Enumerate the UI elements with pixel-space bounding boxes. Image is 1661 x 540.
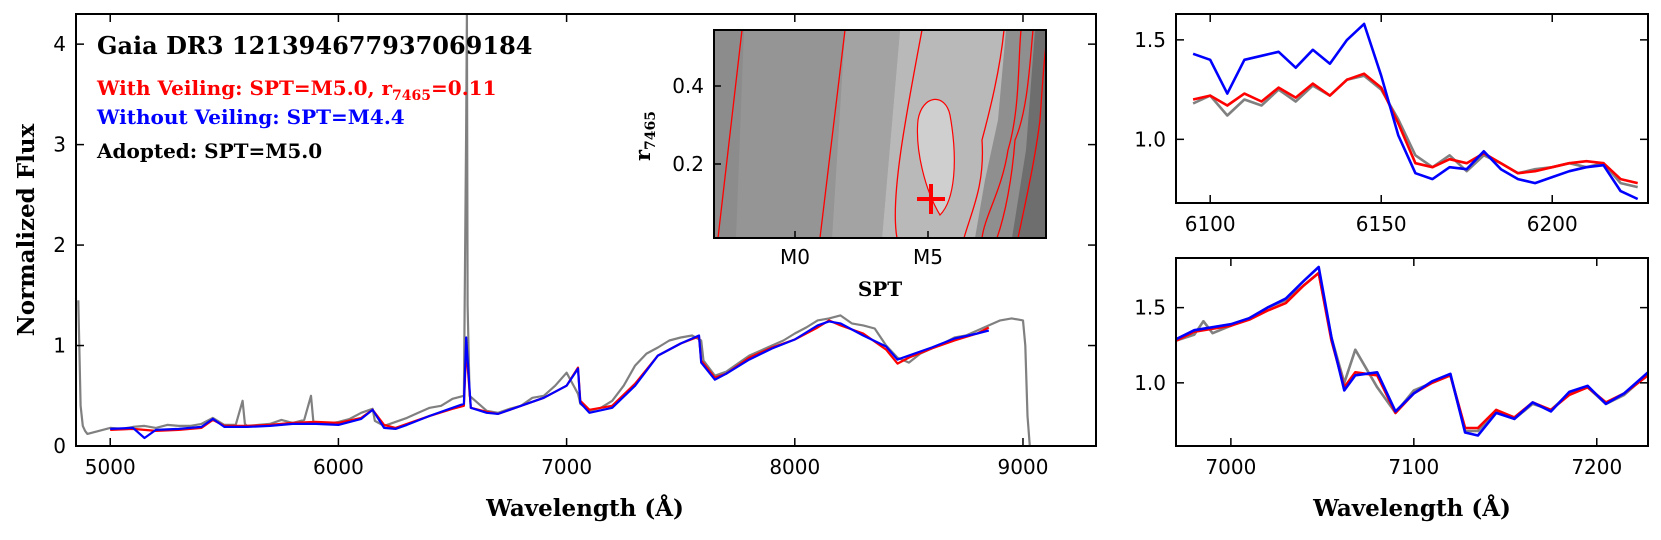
inset-y-axis-title-sub: 7465 [643, 111, 659, 150]
main-y-tick-label: 0 [53, 434, 66, 458]
inset-marker [917, 184, 945, 214]
annotation-with-veiling-sub: 7465 [392, 88, 431, 104]
inset-contours [717, 29, 1047, 239]
zoom-bottom-plot-area [1176, 265, 1648, 437]
inset-frame [713, 29, 1047, 239]
zoom-bottom-x-ticks: 7000 7100 7200 [1205, 258, 1622, 479]
annotation-with-veiling-text: With Veiling: SPT=M5.0, r [96, 76, 393, 100]
inset-x-tick-label-m0: M0 [780, 245, 810, 269]
main-title: Gaia DR3 121394677937069184 [97, 31, 532, 60]
zoom-bottom-x-tick-label: 7100 [1388, 455, 1439, 479]
main-series-model-with-veiling-line [110, 319, 990, 432]
main-x-tick-label: 8000 [769, 455, 820, 479]
zoom-bottom-series-1-line [1176, 271, 1648, 430]
inset-x-tick-label-m5: M5 [913, 245, 943, 269]
inset-y-tick-label-02: 0.2 [672, 152, 704, 176]
inset-x-axis-title: SPT [858, 277, 902, 301]
zoom-top-frame [1175, 13, 1649, 204]
zoom-top-series-1-line [1192, 72, 1638, 185]
main-x-tick-label: 6000 [313, 455, 364, 479]
annotation-without-veiling: Without Veiling: SPT=M4.4 [96, 105, 405, 129]
zoom-top-series-2-line [1192, 22, 1639, 201]
main-series-model-without-veiling-line [110, 320, 990, 440]
zoom-top-y-ticks: 1.0 1.5 [1134, 28, 1648, 151]
main-y-tick-label: 4 [53, 32, 66, 56]
inset-y-axis-title-main: r [630, 149, 655, 161]
zoom-bottom-series-0-line [1176, 271, 1648, 433]
main-x-tick-label: 7000 [541, 455, 592, 479]
zoom-bottom-y-ticks: 1.0 1.5 [1134, 296, 1648, 395]
zoom-bottom-x-tick-label: 7000 [1205, 455, 1256, 479]
zoom-top-panel: 6100 6150 6200 1.0 1.5 [1134, 13, 1649, 236]
zoom-top-x-tick-label: 6150 [1356, 212, 1407, 236]
main-spectrum-panel: 5000 6000 7000 8000 9000 0 1 2 3 4 Gaia DR3 1213… [13, 13, 1097, 522]
zoom-top-x-tick-label: 6100 [1185, 212, 1236, 236]
main-axes-frame [75, 13, 1097, 447]
zoom-top-plot-area [1192, 22, 1639, 201]
main-y-axis-title: Normalized Flux [13, 123, 40, 336]
main-plot-area [77, 14, 1031, 446]
zoom-bottom-x-tick-label: 7200 [1571, 455, 1622, 479]
main-y-ticks: 0 1 2 3 4 [53, 32, 1096, 458]
main-y-tick-label: 2 [53, 233, 66, 257]
inset-band-1 [736, 30, 845, 238]
main-y-tick-label: 3 [53, 133, 66, 157]
zoom-bottom-panel: 7000 7100 7200 1.0 1.5 Wavelength (Å) [1134, 257, 1649, 522]
zoom-bottom-frame [1175, 257, 1649, 447]
inset-band-5 [1012, 30, 1046, 238]
main-x-axis-title: Wavelength (Å) [485, 495, 684, 522]
zoom-top-y-tick-label: 1.0 [1134, 127, 1166, 151]
inset-chi2-map: M0 M5 0.2 0.4 SPT r7465 [630, 29, 1047, 301]
main-x-tick-label: 5000 [85, 455, 136, 479]
inset-y-axis-title: r7465 [630, 111, 659, 161]
annotation-with-veiling-suffix: =0.11 [431, 76, 496, 100]
main-y-tick-label: 1 [53, 334, 66, 358]
main-x-ticks: 5000 6000 7000 8000 9000 [85, 14, 1049, 479]
annotation-adopted: Adopted: SPT=M5.0 [96, 139, 322, 163]
inset-band-2 [832, 30, 900, 238]
zoom-top-x-tick-label: 6200 [1527, 212, 1578, 236]
zoom-top-y-tick-label: 1.5 [1134, 28, 1166, 52]
zoom-bottom-y-tick-label: 1.5 [1134, 296, 1166, 320]
zoom-bottom-series-2-line [1176, 265, 1648, 437]
zoom-bottom-y-tick-label: 1.0 [1134, 371, 1166, 395]
main-x-tick-label: 9000 [998, 455, 1049, 479]
annotation-with-veiling: With Veiling: SPT=M5.0, r7465=0.11 [96, 76, 496, 104]
zoom-top-x-ticks: 6100 6150 6200 [1185, 14, 1578, 236]
inset-y-tick-label-04: 0.4 [672, 74, 704, 98]
zoom-bottom-x-axis-title: Wavelength (Å) [1312, 495, 1511, 522]
inset-best-region [916, 98, 955, 216]
